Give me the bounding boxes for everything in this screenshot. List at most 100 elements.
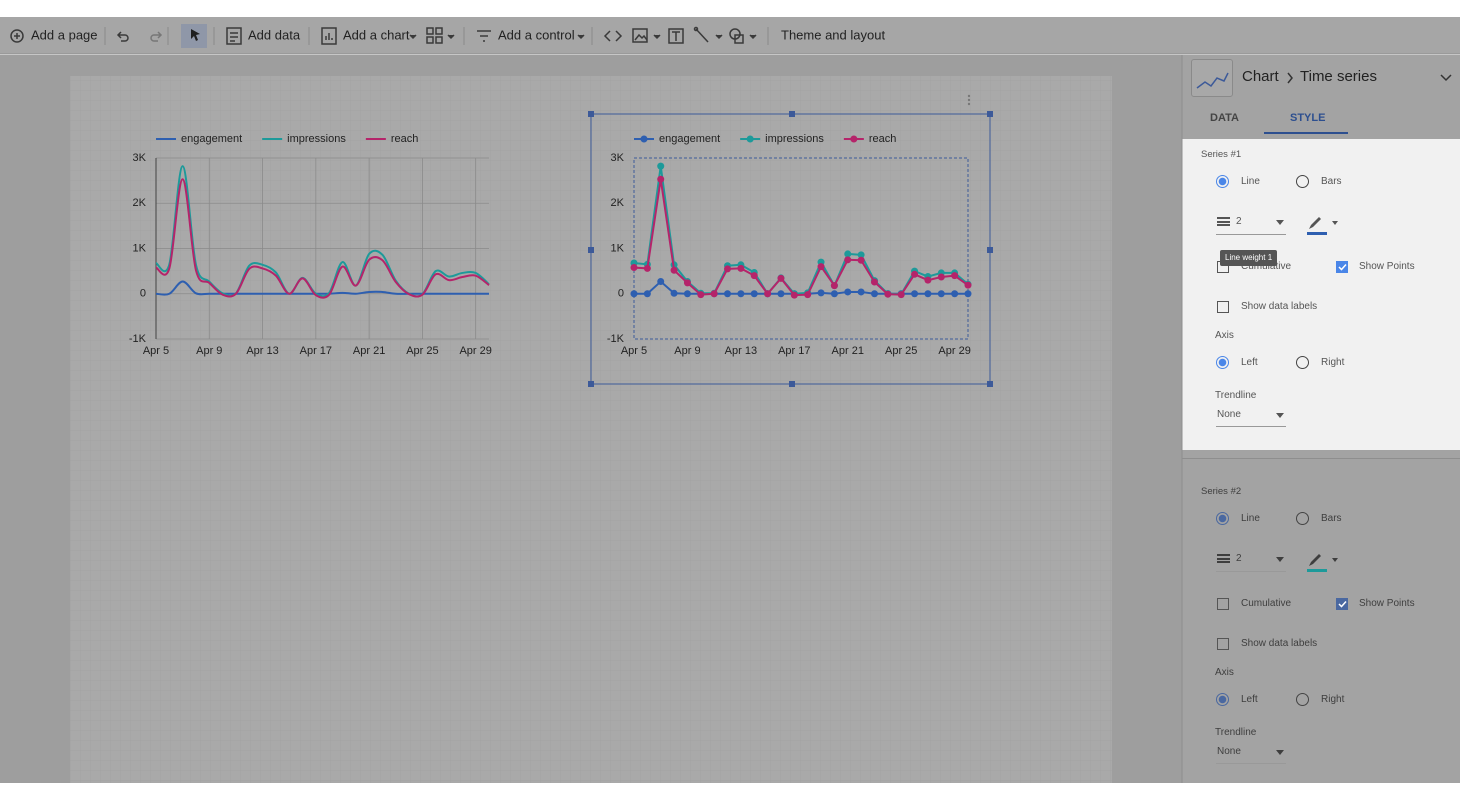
data-point	[830, 282, 838, 290]
section-label: Axis	[1215, 330, 1234, 341]
data-point	[777, 274, 785, 282]
radio[interactable]	[1216, 512, 1229, 525]
toolbar-icons	[10, 24, 769, 48]
pencil-icon[interactable]	[1309, 554, 1321, 566]
dropdown-underline	[1216, 763, 1286, 764]
toolbar-button[interactable]: Add data	[248, 27, 301, 42]
toolbar-button[interactable]: Add a control	[498, 27, 575, 42]
data-point	[643, 290, 651, 298]
line-weight-value: 2	[1236, 216, 1242, 227]
x-tick-label: Apr 17	[778, 345, 810, 357]
x-tick-label: Apr 9	[674, 345, 700, 357]
x-tick-label: Apr 29	[938, 345, 970, 357]
panel-tab[interactable]: DATA	[1210, 112, 1239, 124]
data-point	[924, 276, 932, 284]
checkbox[interactable]	[1336, 261, 1348, 273]
dropdown-arrow[interactable]	[1276, 750, 1284, 759]
dropdown-arrow[interactable]	[1332, 558, 1338, 565]
series-line	[155, 280, 489, 296]
data-point	[764, 290, 772, 298]
checkbox[interactable]	[1217, 301, 1229, 313]
dropdown-underline	[1216, 234, 1286, 235]
toolbar-button[interactable]: Theme and layout	[781, 27, 885, 42]
y-tick-label: 2K	[133, 197, 147, 209]
data-point	[844, 256, 852, 264]
chart-2-selection[interactable]	[588, 94, 993, 387]
data-point	[657, 175, 665, 183]
data-point	[830, 282, 838, 290]
data-point	[724, 290, 732, 298]
radio[interactable]	[1296, 512, 1309, 525]
data-point	[750, 272, 758, 280]
radio[interactable]	[1216, 356, 1229, 369]
option-label: Show Points	[1359, 261, 1415, 272]
data-point	[857, 288, 865, 296]
data-point	[870, 277, 878, 285]
series-line	[633, 166, 969, 296]
legend-label: reach	[391, 133, 419, 145]
radio[interactable]	[1296, 175, 1309, 188]
data-point	[683, 279, 691, 287]
section-divider	[1182, 458, 1460, 459]
data-point	[790, 290, 798, 298]
data-point	[951, 272, 959, 280]
option-label: Right	[1321, 694, 1345, 705]
undo-icon[interactable]	[116, 31, 129, 42]
dropdown-underline	[1216, 571, 1286, 572]
series-color	[1307, 569, 1327, 572]
series-line	[155, 165, 490, 298]
section-label: Trendline	[1215, 727, 1257, 738]
data-point	[857, 251, 865, 259]
radio[interactable]	[1296, 693, 1309, 706]
dropdown-arrow[interactable]	[1332, 221, 1338, 228]
select-tool[interactable]	[181, 24, 207, 48]
option-label: Left	[1241, 357, 1258, 368]
data-point	[964, 280, 972, 288]
y-tick-label: -1K	[607, 333, 625, 345]
checkbox[interactable]	[1336, 598, 1348, 610]
y-tick-label: 3K	[611, 152, 625, 164]
panel-tab[interactable]: STYLE	[1290, 112, 1326, 124]
option-label: Left	[1241, 694, 1258, 705]
chart-menu[interactable]	[967, 94, 971, 106]
data-point	[804, 289, 812, 297]
toolbar-button[interactable]: Add a page	[31, 27, 98, 42]
resize-handles[interactable]	[588, 111, 993, 387]
option-label: Right	[1321, 357, 1345, 368]
radio[interactable]	[1216, 175, 1229, 188]
data-point	[857, 256, 865, 264]
option-label: Line	[1241, 513, 1260, 524]
x-tick-label: Apr 21	[832, 345, 864, 357]
radio[interactable]	[1216, 693, 1229, 706]
data-point	[670, 261, 678, 269]
radio[interactable]	[1296, 356, 1309, 369]
data-point	[844, 288, 852, 296]
checkbox[interactable]	[1217, 598, 1229, 610]
data-point	[884, 290, 892, 298]
data-point	[683, 278, 691, 286]
collapse-chevron[interactable]	[1440, 74, 1452, 82]
legend-label: engagement	[181, 133, 242, 145]
y-tick-label: 1K	[133, 242, 147, 254]
dropdown-arrow[interactable]	[1276, 220, 1284, 229]
legend-label: impressions	[765, 133, 824, 145]
series-line	[634, 280, 968, 295]
dropdown-arrow[interactable]	[1276, 557, 1284, 566]
y-tick-label: 2K	[611, 197, 625, 209]
dropdown-arrow[interactable]	[1276, 413, 1284, 422]
report-page	[70, 76, 1112, 783]
toolbar-button[interactable]: Add a chart	[343, 27, 410, 42]
redo-icon	[150, 31, 163, 42]
data-point	[643, 264, 651, 272]
data-point	[924, 273, 932, 281]
series-section	[1182, 139, 1460, 450]
y-tick-label: 3K	[133, 152, 147, 164]
data-point	[630, 259, 638, 267]
data-point	[790, 291, 798, 299]
checkbox[interactable]	[1217, 638, 1229, 650]
data-point	[924, 290, 932, 298]
legend-marker	[746, 135, 754, 143]
y-tick-label: 0	[140, 288, 146, 300]
data-point	[630, 290, 638, 298]
